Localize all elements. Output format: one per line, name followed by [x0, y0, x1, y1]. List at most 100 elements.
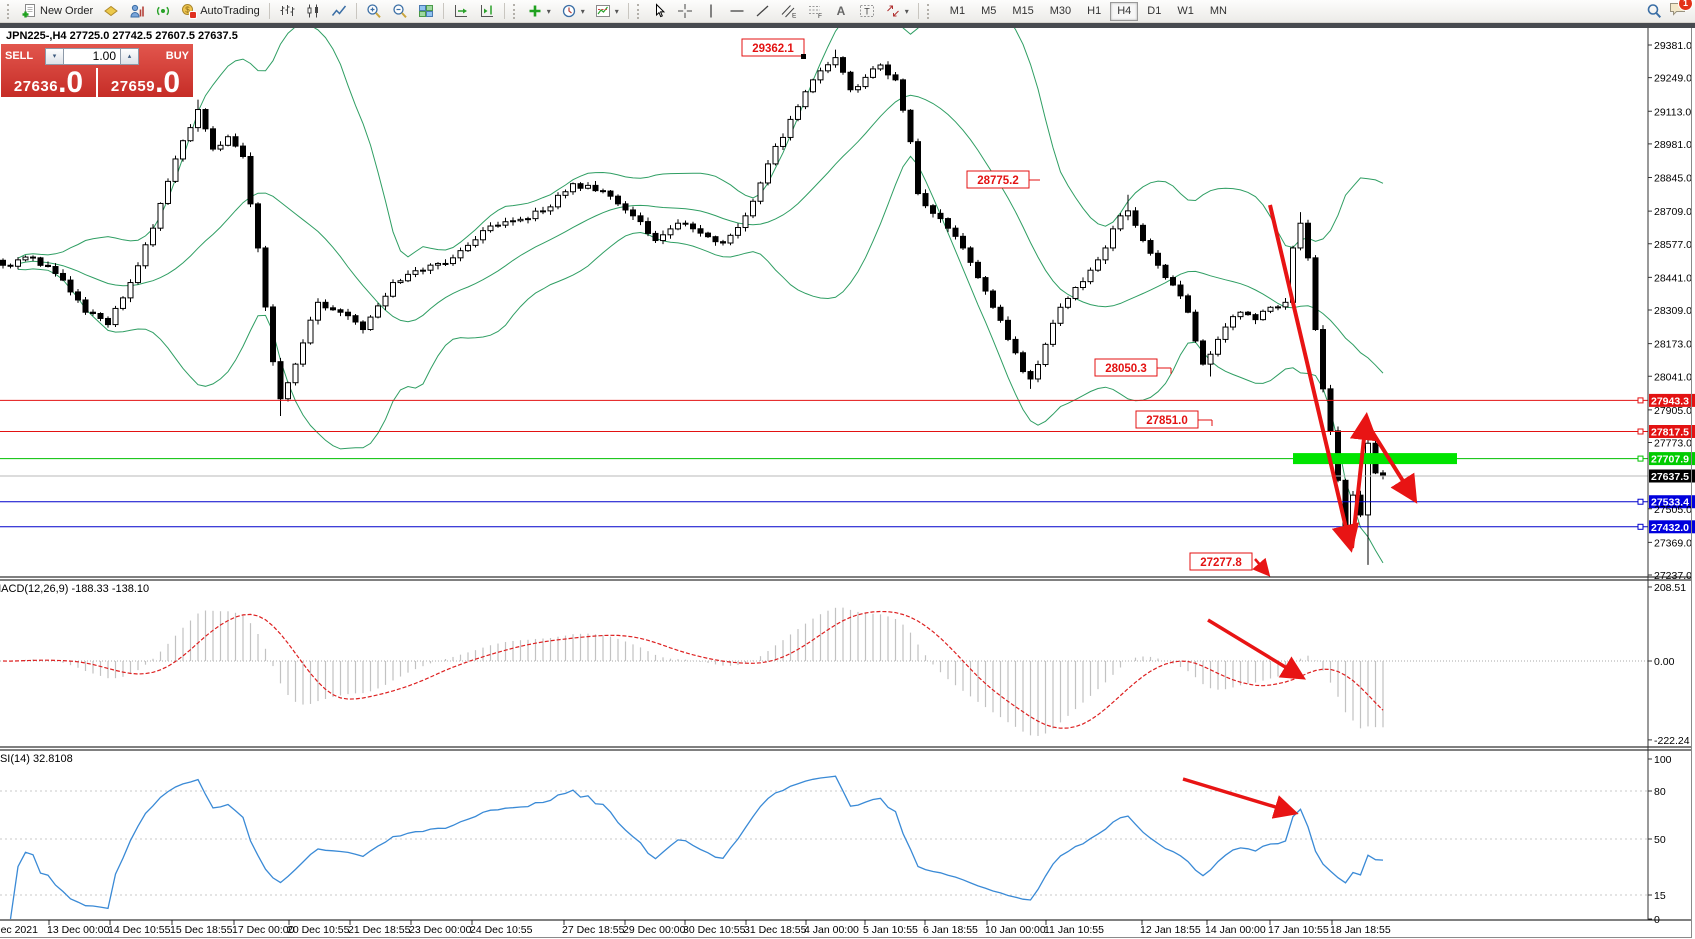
text-label-button[interactable]: T: [855, 1, 879, 22]
timeframe-h4-button[interactable]: H4: [1110, 1, 1139, 21]
svg-text:100: 100: [1654, 754, 1672, 766]
signals-button[interactable]: [151, 1, 175, 22]
trendline-button[interactable]: [751, 1, 775, 22]
svg-text:27943.3: 27943.3: [1651, 395, 1689, 407]
svg-text:6 Jan 18:55: 6 Jan 18:55: [923, 924, 978, 936]
auto-scroll-button[interactable]: [449, 1, 473, 22]
indicators-plus-icon: [529, 5, 541, 17]
sell-price-button[interactable]: 27636 .0: [1, 67, 96, 98]
svg-text:27237.0: 27237.0: [1654, 570, 1692, 582]
volume-increase-button[interactable]: ▴: [120, 47, 139, 65]
buy-price-pips: .0: [155, 66, 181, 100]
svg-text:80: 80: [1654, 786, 1666, 798]
buy-button[interactable]: BUY: [165, 50, 189, 62]
person-chart-icon: [130, 4, 144, 18]
cursor-button[interactable]: [647, 1, 671, 22]
market-watch-button[interactable]: [125, 1, 149, 22]
templates-button[interactable]: ▾: [591, 1, 623, 22]
equidistant-channel-button[interactable]: E: [777, 1, 801, 22]
svg-text:27707.9: 27707.9: [1651, 454, 1689, 466]
bar-chart-button[interactable]: [275, 1, 299, 22]
sell-button[interactable]: SELL: [5, 50, 34, 62]
sell-price-main: 27636: [13, 78, 59, 95]
chat-button[interactable]: 1: [1669, 0, 1693, 22]
chart-shift-button[interactable]: [475, 1, 499, 22]
svg-text:29381.0: 29381.0: [1654, 40, 1692, 52]
fibonacci-button[interactable]: F: [803, 1, 827, 22]
window-top-border: [0, 23, 1695, 28]
svg-text:28709.0: 28709.0: [1654, 206, 1692, 218]
svg-text:27432.0: 27432.0: [1651, 522, 1689, 534]
volume-input[interactable]: [64, 47, 120, 65]
toolbar-grip[interactable]: [636, 3, 642, 19]
text-button[interactable]: A: [829, 1, 853, 22]
clock-icon: [562, 4, 575, 18]
timeframe-m5-button[interactable]: M5: [981, 4, 997, 17]
svg-text:10 Jan 00:00: 10 Jan 00:00: [985, 924, 1046, 936]
zoom-in-button[interactable]: [362, 1, 386, 22]
svg-text:5 Jan 10:55: 5 Jan 10:55: [863, 924, 918, 936]
auto-scroll-icon: [454, 5, 467, 17]
search-icon[interactable]: [1646, 3, 1663, 20]
toolbar-grip[interactable]: [926, 3, 932, 19]
bollinger-bands: [17, 0, 1384, 564]
trend-arrows[interactable]: [1268, 204, 1418, 553]
svg-text:27369.0: 27369.0: [1654, 537, 1692, 549]
arrows-tool-button[interactable]: ▾: [881, 1, 913, 22]
horizontal-line-button[interactable]: [725, 1, 749, 22]
svg-text:4 Jan 00:00: 4 Jan 00:00: [804, 924, 859, 936]
volume-decrease-button[interactable]: ▾: [45, 47, 64, 65]
zoom-in-icon: [367, 4, 381, 18]
candlestick-icon: [307, 4, 318, 18]
svg-text:28577.0: 28577.0: [1654, 239, 1692, 251]
line-chart-button[interactable]: [327, 1, 351, 22]
dropdown-icon: ▾: [904, 6, 909, 16]
svg-text:29 Dec 00:00: 29 Dec 00:00: [623, 924, 686, 936]
new-order-button[interactable]: New Order: [17, 1, 97, 22]
svg-text:17 Jan 10:55: 17 Jan 10:55: [1268, 924, 1329, 936]
sell-price-pips: .0: [58, 66, 84, 100]
bar-chart-icon: [280, 5, 295, 16]
svg-text:27277.8: 27277.8: [1200, 557, 1242, 569]
timeframe-toolbar: M1 M5 M15 M30 H1 H4 D1 W1 MN: [943, 1, 1234, 21]
price-callouts[interactable]: 29362.1 28775.2 28050.3 27851.0 27277.8: [741, 38, 1271, 577]
vertical-line-button[interactable]: [699, 1, 723, 22]
timeframe-d1-button[interactable]: D1: [1147, 4, 1162, 17]
svg-text:$: $: [185, 6, 190, 15]
gold-rhombus-icon: [104, 5, 119, 17]
zoom-out-button[interactable]: [388, 1, 412, 22]
svg-text:29362.1: 29362.1: [752, 43, 794, 55]
periods-button[interactable]: ▾: [557, 1, 589, 22]
timeframe-mn-button[interactable]: MN: [1209, 4, 1227, 17]
autotrading-button[interactable]: $ AutoTrading: [177, 1, 264, 22]
candlestick-chart-button[interactable]: [301, 1, 325, 22]
depth-of-market-button[interactable]: [99, 1, 123, 22]
svg-text:A: A: [836, 4, 845, 18]
svg-text:15: 15: [1654, 890, 1666, 902]
macd-pane: 208.51 0.00 -222.24: [0, 582, 1690, 747]
timeframe-m30-button[interactable]: M30: [1049, 4, 1072, 17]
symbol-ohlc-line: JPN225-,H4 27725.0 27742.5 27607.5 27637…: [6, 30, 238, 42]
timeframe-m15-button[interactable]: M15: [1012, 4, 1034, 17]
toolbar-grip[interactable]: [7, 3, 12, 19]
svg-text:E: E: [792, 13, 797, 20]
timeframe-h1-button[interactable]: H1: [1087, 4, 1102, 17]
svg-text:27505.0: 27505.0: [1654, 504, 1692, 516]
timeframe-w1-button[interactable]: W1: [1177, 4, 1194, 17]
indicators-button[interactable]: ▾: [523, 1, 555, 22]
highlight-band[interactable]: [1293, 453, 1457, 465]
rsi-indicator-label: RSI(14) 32.8108: [0, 753, 73, 765]
timeframe-m1-button[interactable]: M1: [949, 4, 966, 17]
svg-text:27817.5: 27817.5: [1651, 426, 1689, 438]
svg-text:27905.0: 27905.0: [1654, 405, 1692, 417]
svg-text:29249.0: 29249.0: [1654, 73, 1692, 85]
svg-text:14 Dec 10:55: 14 Dec 10:55: [108, 924, 171, 936]
svg-text:20 Dec 10:55: 20 Dec 10:55: [287, 924, 350, 936]
tile-windows-button[interactable]: [414, 1, 438, 22]
macd-indicator-label: MACD(12,26,9) -188.33 -138.10: [0, 583, 150, 595]
buy-price-button[interactable]: 27659 .0: [98, 67, 193, 98]
svg-text:0.00: 0.00: [1654, 656, 1675, 668]
toolbar-grip[interactable]: [512, 3, 518, 19]
crosshair-button[interactable]: [673, 1, 697, 22]
